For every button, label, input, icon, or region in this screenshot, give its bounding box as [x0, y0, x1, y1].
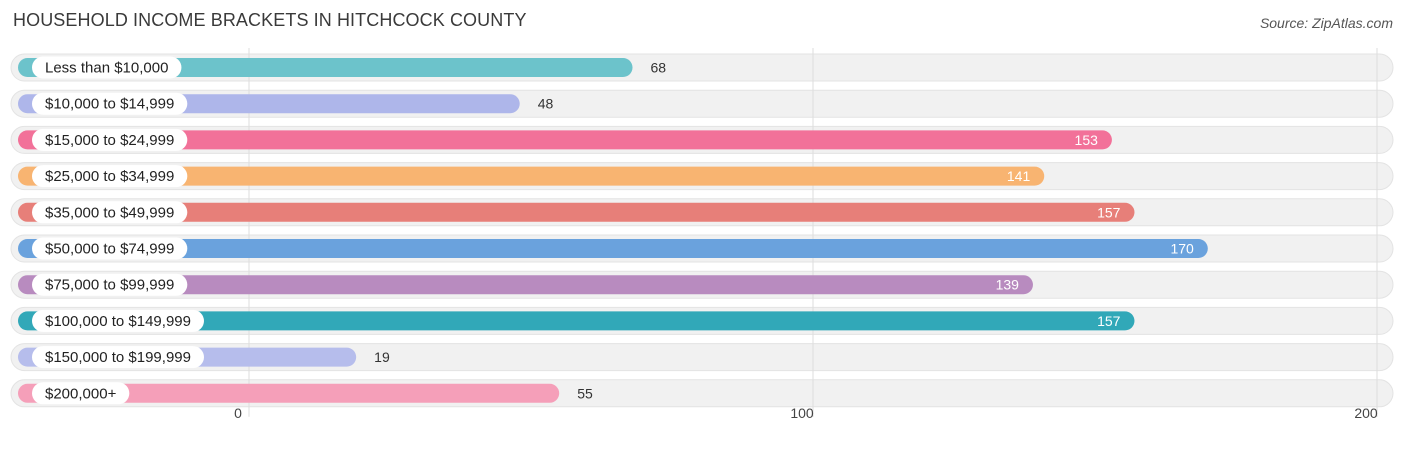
category-label: $200,000+	[45, 385, 117, 402]
category-label-pill	[32, 309, 204, 332]
x-tick-label: 200	[1354, 405, 1378, 421]
value-label: 19	[374, 349, 390, 365]
value-label: 139	[996, 277, 1020, 293]
value-label: 170	[1170, 241, 1194, 257]
value-label: 68	[651, 60, 667, 76]
value-label: 48	[538, 96, 554, 112]
chart-source: Source: ZipAtlas.com	[1259, 15, 1393, 31]
category-label: $50,000 to $74,999	[45, 241, 174, 258]
category-label: $150,000 to $199,999	[45, 349, 191, 366]
category-label-pill	[32, 128, 188, 151]
bar	[18, 202, 1135, 222]
category-label-pill	[32, 165, 188, 188]
value-label: 153	[1075, 132, 1099, 148]
category-label: $75,000 to $99,999	[45, 277, 174, 294]
value-label: 157	[1097, 204, 1121, 220]
chart-title: HOUSEHOLD INCOME BRACKETS IN HITCHCOCK C…	[13, 10, 527, 30]
bar	[18, 275, 1033, 295]
category-label: $100,000 to $149,999	[45, 313, 191, 330]
value-label: 157	[1097, 313, 1121, 329]
x-tick-label: 0	[234, 405, 242, 421]
bars: Less than $10,000 68 $10,000 to $14,999 48 $…	[18, 56, 1208, 405]
bar	[18, 311, 1135, 331]
x-tick-label: 100	[790, 405, 814, 421]
bar	[18, 239, 1208, 258]
value-label: 141	[1007, 168, 1031, 184]
category-label-pill	[32, 382, 130, 405]
category-label: $35,000 to $49,999	[45, 204, 174, 221]
category-label-pill	[32, 237, 188, 260]
category-label: $15,000 to $24,999	[45, 132, 174, 149]
category-label-pill	[32, 201, 188, 224]
category-label-pill	[32, 92, 188, 115]
category-label-pill	[32, 273, 188, 296]
category-label: Less than $10,000	[45, 60, 168, 77]
category-label-pill	[32, 346, 204, 369]
bar	[18, 383, 560, 403]
category-label-pill	[32, 56, 182, 79]
value-label: 55	[577, 385, 593, 401]
category-label: $25,000 to $34,999	[45, 168, 174, 185]
category-label: $10,000 to $14,999	[45, 96, 174, 113]
bar	[18, 130, 1112, 150]
row-background	[10, 343, 1394, 372]
bar	[18, 166, 1045, 186]
